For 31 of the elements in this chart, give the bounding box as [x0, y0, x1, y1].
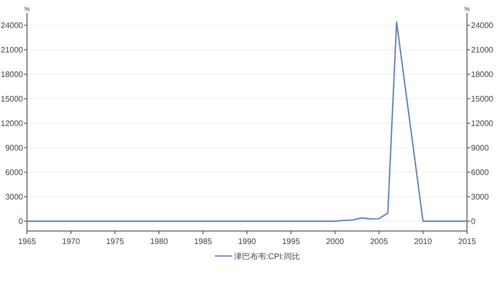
y-tick-label: 24000	[0, 21, 24, 30]
y2-tick-label: 9000	[471, 144, 490, 153]
y2-tick-label: 3000	[471, 192, 490, 202]
legend-label: 津巴布韦:CPI:同比	[234, 252, 300, 261]
y2-tick-label: 18000	[471, 70, 494, 80]
x-tick-label: 2000	[326, 237, 344, 246]
y2-tick-label: 0	[471, 217, 476, 226]
x-tick-label: 1980	[150, 237, 168, 246]
x-tick-label: 1990	[238, 237, 256, 246]
y2-tick-label: 6000	[471, 168, 490, 178]
line-series	[26, 21, 468, 222]
y2-tick-label: 15000	[471, 94, 494, 104]
x-tick-label: 2010	[414, 237, 432, 246]
x-tick-label: 1970	[62, 237, 80, 246]
y-tick-label: 12000	[0, 119, 24, 128]
y-tick-label: 15000	[0, 94, 24, 104]
y-tick-label: 18000	[0, 70, 24, 80]
x-tick-label: 2015	[458, 237, 476, 246]
x-tick-label: 1995	[282, 237, 300, 246]
y-tick-label: 3000	[5, 192, 24, 202]
y-tick-label: 0	[18, 217, 24, 226]
x-tick-label: 2005	[370, 237, 388, 246]
y-tick-label: 21000	[0, 46, 24, 55]
y2-tick-label: 21000	[471, 46, 494, 55]
x-tick-label: 1985	[194, 237, 212, 246]
y2-tick-label: 24000	[471, 21, 494, 30]
y2-tick-label: 12000	[471, 119, 494, 128]
y-tick-label: 6000	[5, 168, 24, 178]
y-tick-label: 9000	[5, 144, 24, 153]
x-tick-label: 1965	[18, 237, 36, 246]
x-tick-label: 1975	[106, 237, 124, 246]
